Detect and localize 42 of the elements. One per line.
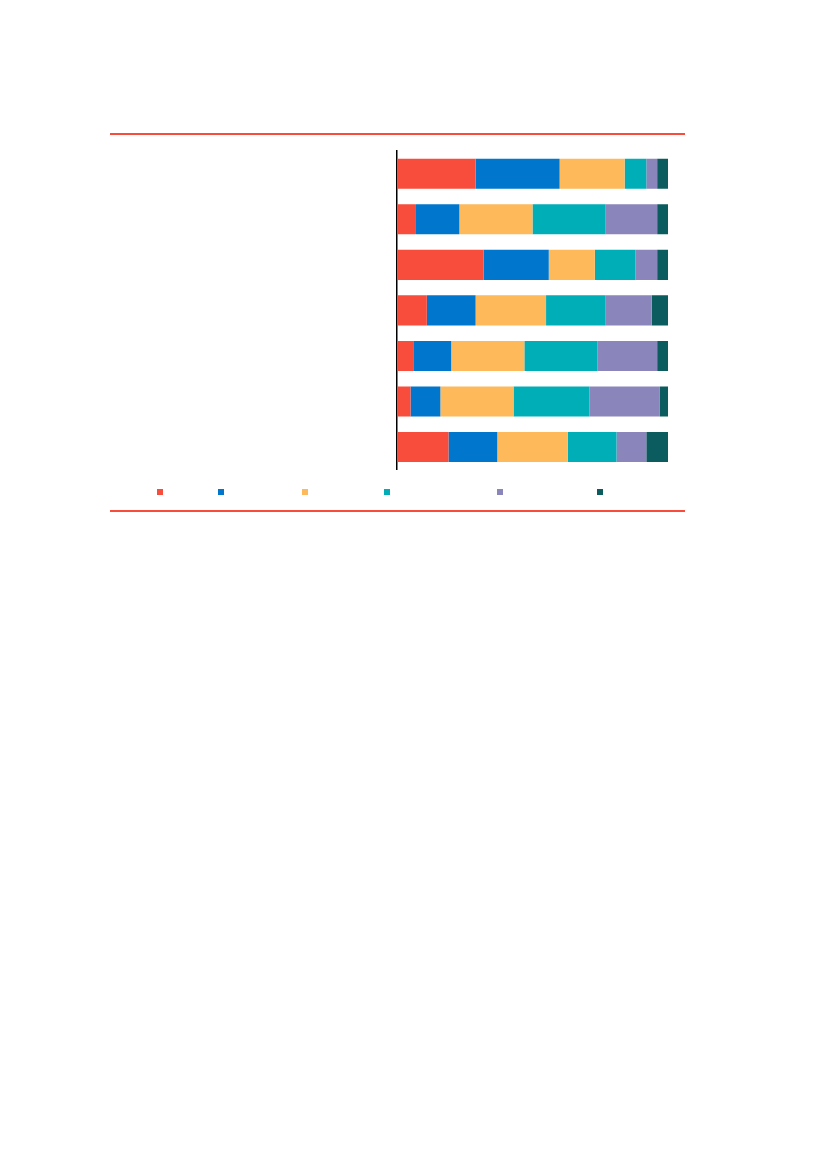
bar <box>459 204 533 235</box>
bar <box>397 432 449 463</box>
bar <box>659 386 668 417</box>
bar <box>397 295 427 326</box>
bar <box>546 295 606 326</box>
bar <box>635 249 658 280</box>
bar <box>397 158 476 189</box>
bar <box>657 249 668 280</box>
bar <box>651 295 668 326</box>
bar <box>624 158 647 189</box>
bar <box>657 340 668 371</box>
bar <box>397 249 484 280</box>
bar <box>524 340 598 371</box>
bar <box>448 432 498 463</box>
bar <box>475 158 560 189</box>
bar <box>594 249 636 280</box>
bar <box>605 295 652 326</box>
bar <box>410 386 441 417</box>
bar <box>475 295 547 326</box>
bar <box>397 204 416 235</box>
bar <box>646 432 668 463</box>
bar <box>657 204 668 235</box>
bar <box>597 340 658 371</box>
bar <box>513 386 590 417</box>
bar <box>646 158 658 189</box>
bar <box>426 295 476 326</box>
bar <box>440 386 514 417</box>
bar <box>657 158 668 189</box>
bar <box>451 340 525 371</box>
bar <box>532 204 606 235</box>
bar <box>616 432 647 463</box>
bar <box>397 340 414 371</box>
bar <box>497 432 568 463</box>
bar <box>559 158 625 189</box>
bar <box>483 249 549 280</box>
bar <box>589 386 660 417</box>
bar <box>415 204 460 235</box>
bar <box>413 340 452 371</box>
bar <box>605 204 658 235</box>
bar <box>397 386 411 417</box>
bar <box>548 249 595 280</box>
bar <box>567 432 617 463</box>
